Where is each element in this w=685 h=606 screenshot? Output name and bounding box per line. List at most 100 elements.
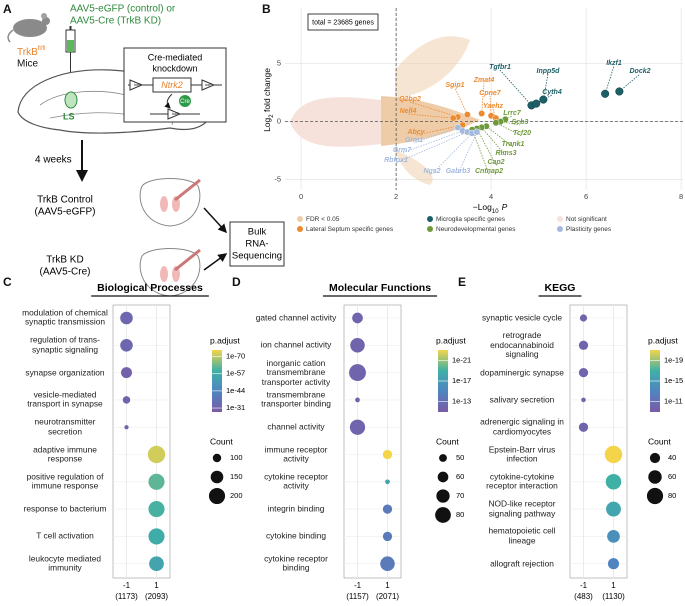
term-label: cytokine binding <box>265 530 327 541</box>
term-label: vesicle-mediated transport in synapse <box>27 389 103 409</box>
y-tick-label: -5 <box>274 175 281 184</box>
enrichment-dot <box>355 397 360 403</box>
size-legend-label: 80 <box>668 491 676 500</box>
gene-label: Tcf20 <box>513 130 531 137</box>
gene-label: Cntnap2 <box>475 168 503 175</box>
size-legend-dot <box>210 470 224 484</box>
enrichment-dot <box>382 504 393 514</box>
enrichment-dot <box>385 479 390 485</box>
x-tick-label: -1 <box>580 581 588 590</box>
x-tick-label: -1 <box>354 581 362 590</box>
x-group-size: (2071) <box>376 592 399 601</box>
enrichment-dot <box>122 396 131 404</box>
gene-label: Nell4 <box>400 108 417 115</box>
term-label: synapse organization <box>25 366 105 377</box>
leader-line <box>409 101 458 118</box>
leader-line <box>604 65 615 94</box>
size-legend-label: 40 <box>668 453 676 462</box>
x-group-size: (1130) <box>602 592 625 601</box>
gene-point <box>454 123 462 131</box>
term-label: cytokine-cytokine receptor interaction <box>486 471 558 491</box>
size-legend-label: 60 <box>668 472 676 481</box>
enrichment-dot <box>606 501 621 517</box>
loxp-label: loxP <box>172 112 179 116</box>
legend-marker <box>297 216 303 222</box>
x-tick-label: -1 <box>123 581 131 590</box>
colorbar-tick-label: 1e-11 <box>664 397 683 406</box>
term-label: integrin binding <box>267 503 325 514</box>
enrichment-dot <box>147 445 166 464</box>
enrichment-dot <box>149 556 164 572</box>
enrichment-dot <box>349 419 366 435</box>
size-legend-dot <box>646 487 664 505</box>
arrow <box>164 93 173 109</box>
legend-label: Neurodevelopmental genes <box>436 226 516 233</box>
y-axis-label: Log2 fold change <box>262 68 274 132</box>
leader-line <box>486 125 514 148</box>
term-label: gated channel activity <box>255 312 337 323</box>
gene-label: Q2bp2 <box>399 96 421 103</box>
legend-label: Microglia specific genes <box>436 216 506 223</box>
legend-label: Lateral Septum specific genes <box>306 226 394 233</box>
loxp-label: loxP <box>205 83 212 87</box>
size-legend-label: 200 <box>230 491 243 500</box>
leader-line <box>481 82 485 114</box>
term-label: dopaminergic synapse <box>480 366 564 377</box>
box-title: Cre-mediated <box>148 52 203 62</box>
arrow <box>203 207 228 234</box>
panel-title: Molecular Functions <box>329 282 431 294</box>
enrichment-dot <box>578 367 589 378</box>
group-label: TrkB KD <box>46 255 83 266</box>
gene-point <box>601 89 610 98</box>
enrichment-dot <box>607 530 620 543</box>
colorbar-tick-label: 1e-17 <box>452 376 471 385</box>
loxp-label: loxP <box>134 83 141 87</box>
size-legend-dot <box>439 454 447 462</box>
enrichment-dot <box>579 314 588 322</box>
colorbar-tick-label: 1e-19 <box>664 355 683 364</box>
gene-label: Ikzf1 <box>606 60 622 67</box>
gene-label: Yaehz <box>483 103 503 110</box>
colorbar-tick-label: 1e-13 <box>452 397 471 406</box>
gene-label: Gabrb3 <box>446 168 471 175</box>
duration-label: 4 weeks <box>35 155 72 166</box>
background-cloud <box>395 36 470 98</box>
gene-label: Inpp5d <box>537 68 561 75</box>
gene-point <box>449 114 457 122</box>
panel-title: Biological Processes <box>97 282 203 294</box>
enrichment-dot <box>120 339 133 352</box>
cre-label: Cre <box>180 99 190 105</box>
size-legend-label: 100 <box>230 453 243 462</box>
arrow <box>203 253 228 271</box>
term-label: ion channel activity <box>260 339 332 350</box>
term-label: Epstein-Barr virus infection <box>488 444 556 464</box>
term-label: immune receptor activity <box>264 444 328 464</box>
legend-label: FDR < 0.05 <box>306 216 340 223</box>
output-box <box>229 221 285 267</box>
enrichment-dot <box>148 473 165 490</box>
leader-line <box>495 122 523 137</box>
colorbar-tick-label: 1e-44 <box>226 386 245 395</box>
enrichment-dot <box>605 474 622 490</box>
size-legend-label: 80 <box>456 510 464 519</box>
gene-label: Rbfox1 <box>384 157 408 164</box>
gene-label: Cyth4 <box>542 89 562 96</box>
x-group-size: (2093) <box>145 592 168 601</box>
term-label: transmembrane transporter binding <box>261 389 331 409</box>
panel-title: KEGG <box>545 282 576 294</box>
colorbar-tick-label: 1e-57 <box>226 369 245 378</box>
term-label: adaptive immune response <box>33 444 97 464</box>
size-legend-dot <box>436 489 450 503</box>
gene-label: Zmat4 <box>473 77 495 84</box>
colorbar-tick-label: 1e-21 <box>452 355 471 364</box>
background-cloud <box>395 150 433 185</box>
legend-marker <box>297 226 303 232</box>
panel-label: B <box>262 2 271 16</box>
output-label: RNA- <box>245 239 268 250</box>
virus-label: AAV5-eGFP (control) or <box>70 4 176 15</box>
group-label: TrkB Control <box>37 195 93 206</box>
term-label: NOD-like receptor signaling pathway <box>488 498 556 519</box>
leader-line <box>457 131 478 175</box>
enrichment-dot <box>350 338 365 353</box>
